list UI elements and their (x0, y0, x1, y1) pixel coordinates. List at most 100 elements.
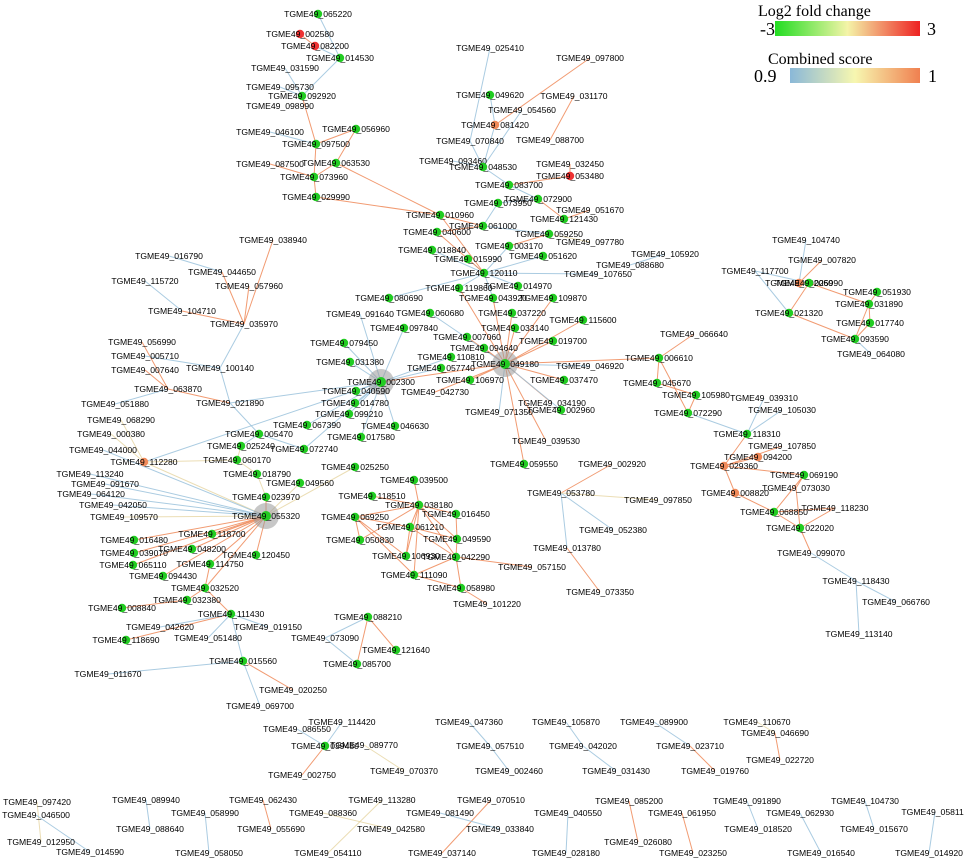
gene-node[interactable]: TGME49_039070 (100, 548, 168, 558)
gene-node[interactable]: TGME49_058110 (901, 807, 964, 817)
gene-node[interactable]: TGME49_113280 (348, 795, 415, 805)
gene-node[interactable]: TGME49_120110 (450, 268, 517, 278)
gene-node[interactable]: TGME49_085700 (323, 659, 391, 669)
gene-node[interactable]: TGME49_021320 (755, 308, 823, 318)
gene-node[interactable]: TGME49_067390 (273, 420, 341, 430)
gene-node[interactable]: TGME49_031380 (316, 357, 384, 367)
gene-node[interactable]: TGME49_037470 (530, 375, 598, 385)
gene-node[interactable]: TGME49_069190 (770, 470, 838, 480)
gene-node[interactable]: TGME49_086550 (263, 724, 331, 734)
gene-node[interactable]: TGME49_082200 (281, 41, 349, 51)
gene-node[interactable]: TGME49_042620 (126, 622, 194, 632)
gene-node[interactable]: TGME49_066760 (862, 597, 930, 607)
gene-node[interactable]: TGME49_008840 (88, 603, 156, 613)
gene-node[interactable]: TGME49_043920 (459, 293, 527, 303)
gene-node[interactable]: TGME49_115720 (111, 276, 178, 286)
gene-node[interactable]: TGME49_072290 (654, 408, 722, 418)
gene-node[interactable]: TGME49_094430 (129, 571, 197, 581)
gene-node[interactable]: TGME49_045670 (623, 378, 691, 388)
gene-node[interactable]: TGME49_002920 (578, 459, 646, 469)
gene-node[interactable]: TGME49_002750 (268, 770, 336, 780)
gene-node[interactable]: TGME49_072740 (270, 444, 338, 454)
gene-node[interactable]: TGME49_065220 (284, 9, 352, 19)
gene-node[interactable]: TGME49_070840 (436, 136, 504, 146)
gene-node[interactable]: TGME49_014780 (321, 398, 389, 408)
gene-node[interactable]: TGME49_051880 (81, 399, 149, 409)
gene-node[interactable]: TGME49_120450 (222, 550, 290, 560)
gene-node[interactable]: TGME49_056960 (322, 124, 390, 134)
gene-node[interactable]: TGME49_032520 (171, 583, 239, 593)
gene-node[interactable]: TGME49_094200 (724, 452, 792, 462)
gene-node[interactable]: TGME49_047360 (435, 717, 503, 727)
gene-node[interactable]: TGME49_105980 (662, 390, 730, 400)
gene-node[interactable]: TGME49_088360 (289, 808, 357, 818)
gene-node[interactable]: TGME49_044650 (188, 267, 256, 277)
gene-node[interactable]: TGME49_037220 (478, 308, 546, 318)
gene-node[interactable]: TGME49_109870 (519, 293, 587, 303)
gene-node[interactable]: TGME49_052380 (579, 525, 647, 535)
gene-node[interactable]: TGME49_053780 (527, 488, 595, 498)
gene-node[interactable]: TGME49_002460 (475, 766, 543, 776)
gene-node[interactable]: TGME49_023250 (659, 848, 727, 858)
gene-node[interactable]: TGME49_031890 (835, 299, 903, 309)
gene-node[interactable]: TGME49_049620 (456, 90, 524, 100)
gene-node[interactable]: TGME49_118510 (338, 491, 405, 501)
gene-node[interactable]: TGME49_098990 (246, 101, 314, 111)
gene-node[interactable]: TGME49_049590 (423, 534, 491, 544)
gene-node[interactable]: TGME49_073350 (566, 587, 634, 597)
gene-node[interactable]: TGME49_113140 (825, 629, 892, 639)
gene-node[interactable]: TGME49_072900 (504, 194, 572, 204)
gene-node[interactable]: TGME49_025410 (456, 43, 524, 53)
gene-node[interactable]: TGME49_016450 (422, 509, 490, 519)
gene-node[interactable]: TGME49_007820 (788, 255, 856, 265)
gene-node[interactable]: TGME49_097850 (624, 495, 692, 505)
gene-node[interactable]: TGME49_025250 (321, 462, 389, 472)
gene-node[interactable]: TGME49_044000 (69, 445, 137, 455)
gene-node[interactable]: TGME49_065110 (99, 560, 166, 570)
gene-node[interactable]: TGME49_063530 (302, 158, 370, 168)
gene-node[interactable]: TGME49_094640 (450, 343, 518, 353)
gene-node[interactable]: TGME49_080690 (355, 293, 423, 303)
gene-node[interactable]: TGME49_113240 (56, 469, 123, 479)
gene-node[interactable]: TGME49_115600 (549, 315, 616, 325)
gene-node[interactable]: TGME49_046920 (556, 361, 624, 371)
gene-node[interactable]: TGME49_020250 (259, 685, 327, 695)
gene-node[interactable]: TGME49_019760 (681, 766, 749, 776)
gene-node[interactable]: TGME49_038940 (239, 235, 307, 245)
gene-node[interactable]: TGME49_042580 (357, 824, 425, 834)
gene-node[interactable]: TGME49_042020 (549, 741, 617, 751)
gene-node[interactable]: TGME49_097800 (556, 53, 624, 63)
gene-node[interactable]: TGME49_026080 (604, 837, 672, 847)
gene-node[interactable]: TGME49_060170 (203, 455, 271, 465)
gene-node[interactable]: TGME49_088700 (516, 135, 584, 145)
gene-node[interactable]: TGME49_073090 (291, 633, 359, 643)
gene-node[interactable]: TGME49_121430 (530, 214, 598, 224)
gene-node[interactable]: TGME49_060680 (396, 308, 464, 318)
gene-node[interactable]: TGME49_023710 (656, 741, 724, 751)
gene-node[interactable]: TGME49_048530 (449, 162, 517, 172)
gene-node[interactable]: TGME49_021890 (196, 398, 264, 408)
gene-node[interactable]: TGME49_046630 (361, 421, 429, 431)
gene-node[interactable]: TGME49_107650 (564, 269, 632, 279)
gene-node[interactable]: TGME49_013780 (533, 543, 601, 553)
gene-node[interactable]: TGME49_097420 (3, 797, 71, 807)
gene-node[interactable]: TGME49_064120 (57, 489, 125, 499)
gene-node[interactable]: TGME49_040550 (534, 808, 602, 818)
gene-node[interactable]: TGME49_066640 (660, 329, 728, 339)
gene-node[interactable]: TGME49_088640 (116, 824, 184, 834)
gene-node[interactable]: TGME49_085200 (595, 796, 663, 806)
gene-node[interactable]: TGME49_107850 (748, 441, 816, 451)
gene-node[interactable]: TGME49_105030 (748, 405, 816, 415)
gene-node[interactable]: TGME49_088680 (596, 260, 664, 270)
gene-node[interactable]: TGME49_028180 (532, 848, 600, 858)
gene-node[interactable]: TGME49_018790 (223, 469, 291, 479)
gene-node[interactable]: TGME49_097840 (370, 323, 438, 333)
gene-node[interactable]: TGME49_093460 (419, 156, 487, 166)
gene-node[interactable]: TGME49_015560 (209, 656, 277, 666)
gene-node[interactable]: TGME49_061210 (376, 522, 444, 532)
gene-node[interactable]: TGME49_068850 (740, 507, 808, 517)
gene-node[interactable]: TGME49_007640 (111, 365, 179, 375)
gene-node[interactable]: TGME49_081490 (406, 808, 474, 818)
gene-node[interactable]: TGME49_039500 (380, 475, 448, 485)
gene-node[interactable]: TGME49_070370 (370, 766, 438, 776)
